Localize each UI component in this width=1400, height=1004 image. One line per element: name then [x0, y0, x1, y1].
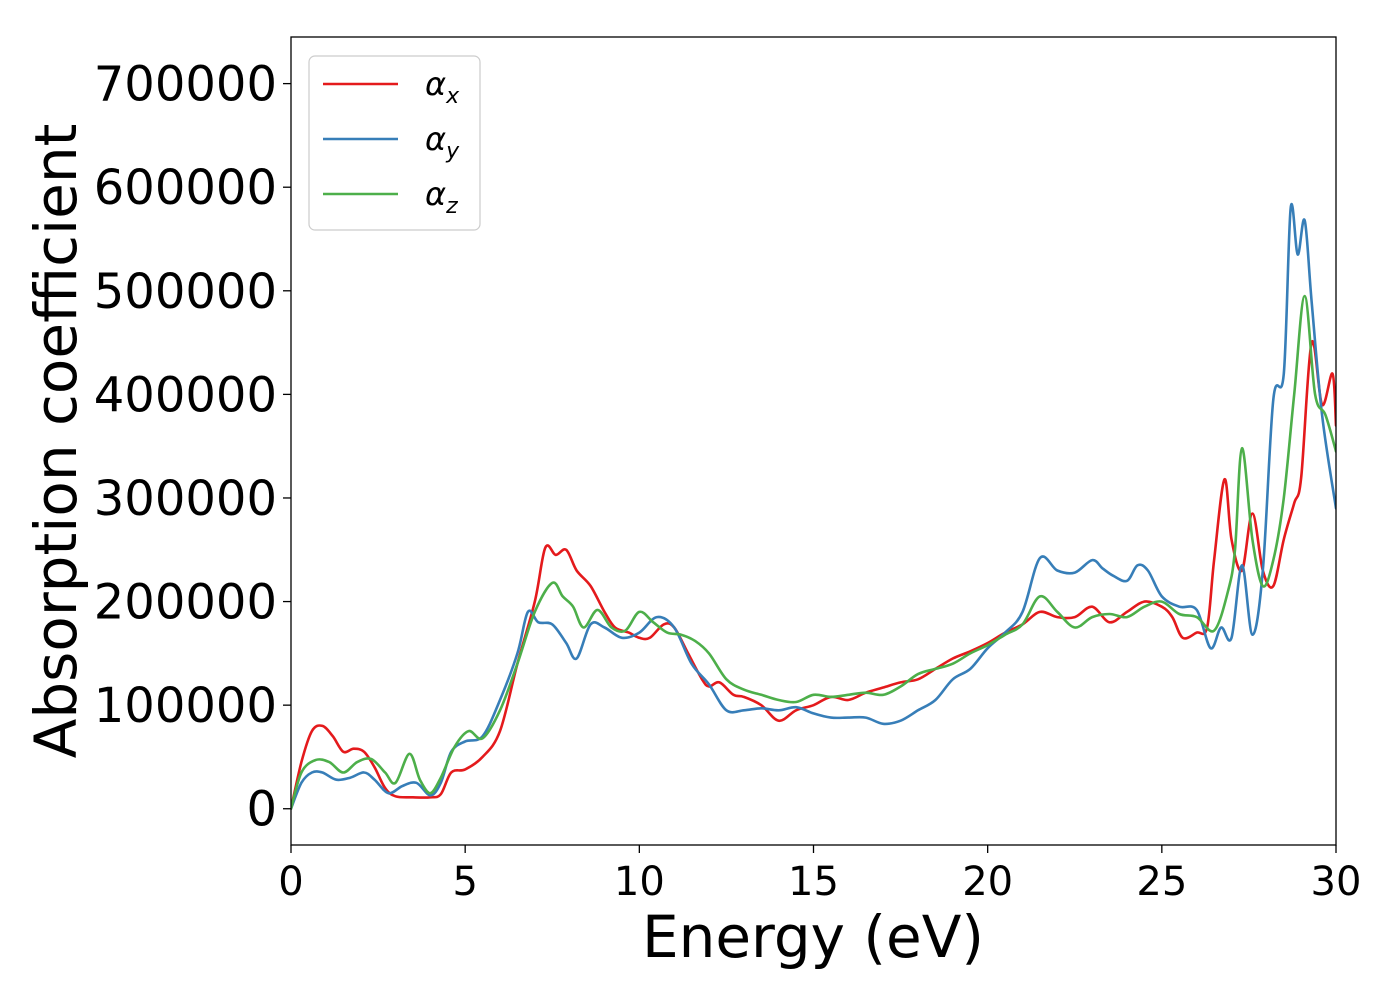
- y-tick-label: 100000: [94, 678, 277, 734]
- y-axis-label: Absorption coefficient: [22, 124, 90, 759]
- legend: αx αy αz: [308, 55, 481, 231]
- y-tick-label: 0: [246, 782, 277, 838]
- series-line-z: [291, 294, 1336, 810]
- y-tick-label: 400000: [94, 367, 277, 423]
- x-tick-label: 0: [278, 859, 303, 905]
- y-tick-label: 500000: [94, 264, 277, 320]
- y-axis-ticks: 0 100000 200000 300000 400000 500000 600000 700…: [94, 57, 291, 838]
- series-lines: [291, 203, 1336, 810]
- legend-label-x: αx: [425, 65, 460, 109]
- x-tick-label: 10: [614, 859, 665, 905]
- series-line-x: [291, 339, 1336, 810]
- legend-entries: αx αy αz: [323, 65, 460, 219]
- y-tick-label: 700000: [94, 57, 277, 113]
- legend-box: [308, 55, 481, 231]
- x-tick-label: 20: [962, 859, 1013, 905]
- y-tick-label: 600000: [94, 160, 277, 216]
- x-axis-ticks: 0 5 10 15 20 25 30: [278, 845, 1361, 905]
- x-tick-label: 30: [1311, 859, 1362, 905]
- x-tick-label: 25: [1136, 859, 1187, 905]
- y-tick-label: 200000: [94, 575, 277, 631]
- series-line-y: [291, 203, 1336, 810]
- x-tick-label: 5: [452, 859, 477, 905]
- legend-label-z: αz: [425, 175, 458, 219]
- x-tick-label: 15: [788, 859, 839, 905]
- legend-label-y: αy: [425, 120, 460, 164]
- y-tick-label: 300000: [94, 471, 277, 527]
- x-axis-label: Energy (eV): [642, 903, 984, 971]
